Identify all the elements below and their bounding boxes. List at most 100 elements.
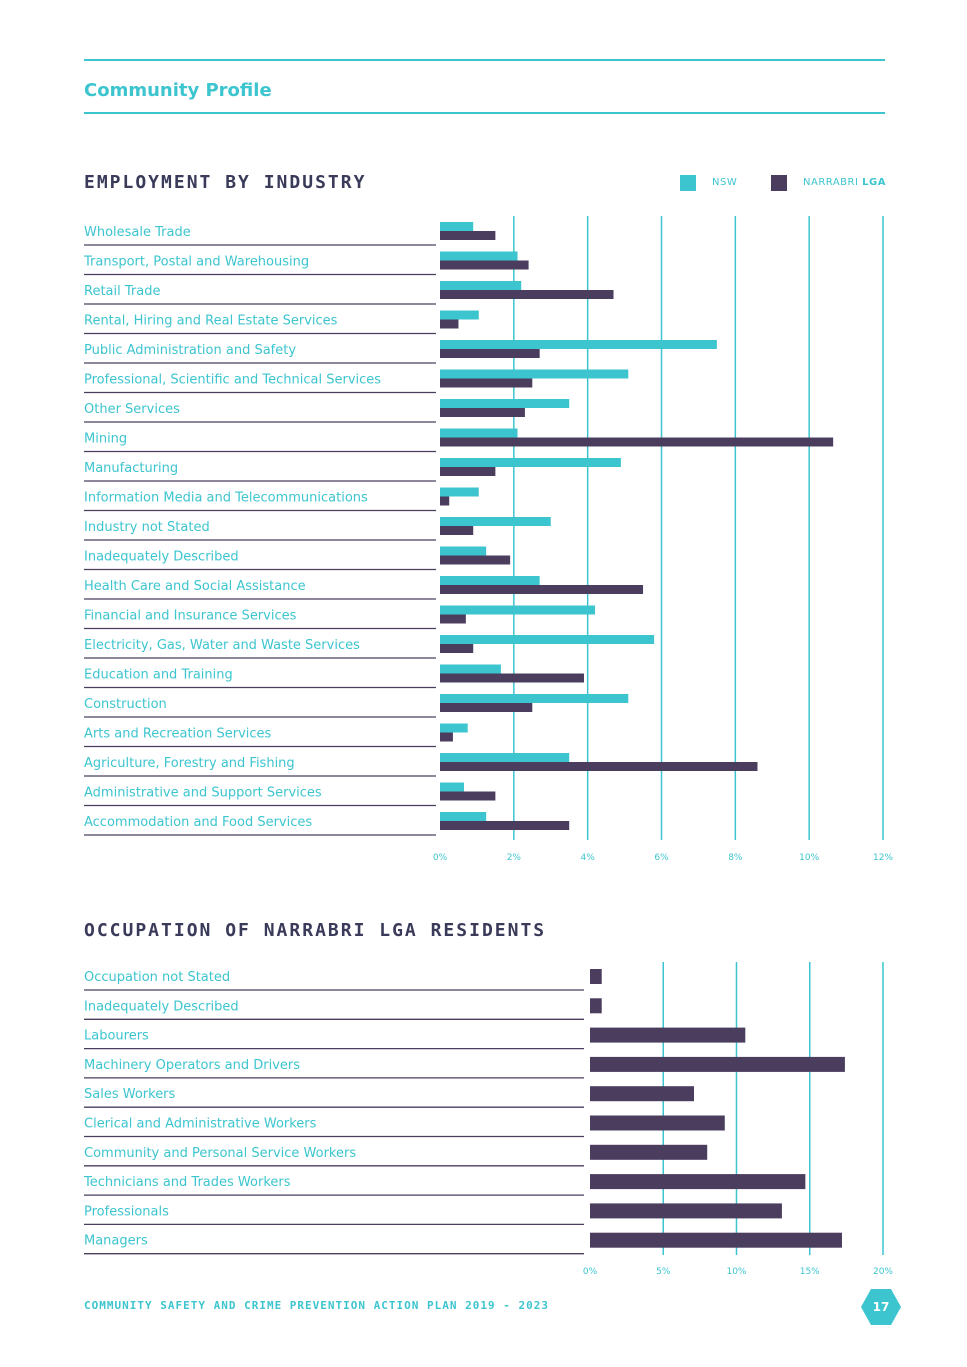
employment-bar-lga (440, 555, 511, 565)
employment-bar-lga (440, 437, 834, 447)
occupation-category-label: Occupation not Stated (84, 970, 230, 985)
occupation-category-label: Professionals (84, 1204, 169, 1219)
employment-bar-nsw (440, 458, 621, 467)
occupation-tick-label: 0% (583, 1267, 598, 1277)
occupation-bar (590, 1115, 725, 1131)
occupation-bar (590, 998, 602, 1014)
employment-bar-nsw (440, 694, 629, 703)
employment-tick-label: 2% (507, 853, 522, 863)
footer-plan-title: COMMUNITY SAFETY AND CRIME PREVENTION AC… (84, 1299, 549, 1312)
employment-category-label: Wholesale Trade (84, 225, 191, 240)
legend-nsw-label: NSW (712, 177, 738, 188)
occupation-bar (590, 1056, 845, 1072)
employment-bar-nsw (440, 428, 518, 438)
occupation-bar (590, 1027, 746, 1043)
employment-bar-lga (440, 408, 525, 417)
occupation-tick-label: 20% (873, 1267, 893, 1277)
employment-bar-nsw (440, 517, 551, 526)
employment-bar-lga (440, 673, 584, 683)
employment-category-label: Professional, Scientific and Technical S… (84, 373, 381, 388)
employment-category-label: Information Media and Telecommunications (84, 491, 368, 506)
occupation-chart: 0% 5% 10% 15% 20% Occupation not Stated Inadeq… (83, 962, 893, 1277)
employment-bar-lga (440, 732, 453, 742)
page-number-badge: 17 (861, 1289, 901, 1325)
employment-bar-lga (440, 614, 466, 624)
occupation-bar (590, 1086, 695, 1102)
occupation-bar (590, 1144, 708, 1160)
occupation-category-label: Inadequately Described (84, 999, 239, 1014)
legend-nsw-swatch (680, 175, 696, 191)
occupation-bar (590, 1174, 806, 1190)
employment-bar-lga (440, 349, 540, 358)
employment-bar-lga (440, 260, 529, 270)
employment-bar-lga (440, 231, 496, 240)
employment-category-label: Other Services (84, 402, 180, 417)
employment-bar-nsw (440, 812, 487, 821)
page-number-hexagon (861, 1289, 901, 1325)
employment-tick-label: 4% (581, 853, 596, 863)
employment-bar-lga (440, 762, 758, 771)
occupation-bar (590, 1203, 782, 1219)
legend-lga-label-part1: NARRABRI (803, 177, 859, 188)
employment-category-label: Financial and Insurance Services (84, 609, 297, 624)
legend-lga-label: NARRABRI LGA (803, 177, 886, 188)
occupation-category-label: Technicians and Trades Workers (83, 1175, 291, 1190)
employment-category-label: Administrative and Support Services (84, 786, 322, 801)
occupation-tick-label: 5% (656, 1267, 671, 1277)
employment-bar-nsw (440, 487, 479, 497)
employment-category-label: Construction (84, 697, 167, 712)
employment-bar-nsw (440, 281, 522, 290)
employment-bar-nsw (440, 310, 479, 320)
employment-category-label: Rental, Hiring and Real Estate Services (84, 314, 338, 329)
employment-bar-lga (440, 378, 533, 388)
employment-bar-lga (440, 496, 450, 506)
occupation-chart-title: OCCUPATION OF NARRABRI LGA RESIDENTS (84, 920, 547, 941)
employment-legend: NSW NARRABRI LGA (680, 175, 890, 193)
employment-bar-lga (440, 703, 533, 712)
employment-category-label: Health Care and Social Assistance (84, 579, 306, 594)
page-number: 17 (873, 1300, 890, 1314)
employment-bar-lga (440, 644, 474, 653)
employment-bar-nsw (440, 723, 468, 733)
employment-bar-lga (440, 585, 644, 594)
employment-tick-label: 12% (873, 853, 893, 863)
employment-bar-nsw (440, 399, 570, 408)
employment-bar-nsw (440, 753, 570, 762)
occupation-category-label: Managers (84, 1234, 148, 1249)
employment-bar-lga (440, 467, 496, 476)
employment-category-label: Arts and Recreation Services (84, 727, 272, 742)
employment-by-industry-chart: 0% 2% 4% 6% 8% 10% 12% Wholesale Trade Transport… (83, 216, 893, 863)
employment-category-label: Mining (84, 432, 127, 447)
occupation-category-label: Clerical and Administrative Workers (84, 1117, 317, 1132)
employment-bar-nsw (440, 369, 629, 379)
employment-bar-lga (440, 821, 570, 830)
employment-bar-nsw (440, 340, 717, 349)
employment-bar-nsw (440, 664, 501, 674)
employment-category-label: Accommodation and Food Services (84, 815, 312, 830)
employment-bar-nsw (440, 251, 518, 261)
employment-bar-nsw (440, 782, 464, 792)
employment-bar-nsw (440, 222, 474, 231)
legend-lga-label-part2: LGA (862, 177, 886, 188)
occupation-category-label: Community and Personal Service Workers (84, 1146, 356, 1161)
employment-bar-lga (440, 319, 459, 329)
employment-category-label: Inadequately Described (84, 550, 239, 565)
page-section-title: Community Profile (84, 80, 272, 101)
employment-bar-nsw (440, 546, 487, 556)
occupation-tick-label: 10% (726, 1267, 746, 1277)
employment-category-label: Agriculture, Forestry and Fishing (84, 756, 295, 771)
employment-bar-lga (440, 290, 614, 299)
employment-bar-nsw (440, 605, 596, 615)
legend-lga-swatch (771, 175, 787, 191)
employment-category-label: Manufacturing (84, 461, 178, 476)
occupation-bar (590, 1232, 842, 1248)
employment-category-label: Industry not Stated (84, 520, 210, 535)
employment-category-label: Education and Training (84, 668, 233, 683)
employment-bar-nsw (440, 635, 655, 644)
occupation-tick-label: 15% (800, 1267, 820, 1277)
employment-category-label: Public Administration and Safety (84, 343, 296, 358)
occupation-category-label: Machinery Operators and Drivers (84, 1058, 300, 1073)
employment-tick-label: 0% (433, 853, 448, 863)
employment-category-label: Transport, Postal and Warehousing (83, 255, 309, 270)
employment-bar-lga (440, 791, 496, 801)
